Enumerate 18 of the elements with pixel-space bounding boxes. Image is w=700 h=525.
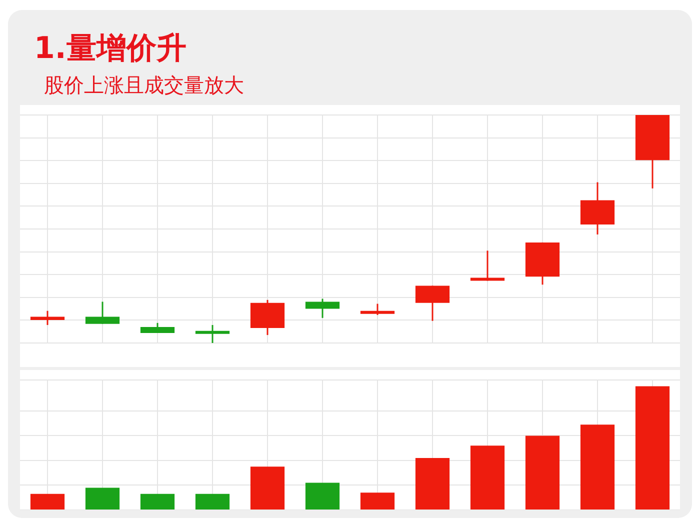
- bar: [360, 492, 395, 510]
- chart-title: 1.量增价升: [34, 30, 186, 68]
- bar: [635, 386, 670, 510]
- bar: [195, 494, 230, 510]
- bar: [140, 494, 175, 510]
- bar: [470, 446, 505, 510]
- chart-subtitle: 股价上涨且成交量放大: [44, 72, 244, 99]
- bar: [30, 494, 65, 510]
- bar: [415, 458, 450, 510]
- bar: [85, 488, 120, 510]
- bar: [250, 466, 285, 510]
- bar: [525, 436, 560, 510]
- bar: [580, 424, 615, 510]
- candlestick: [360, 303, 395, 316]
- bar: [305, 482, 340, 510]
- candlestick: [30, 310, 65, 326]
- candlestick: [470, 250, 505, 282]
- candlestick: [195, 324, 230, 344]
